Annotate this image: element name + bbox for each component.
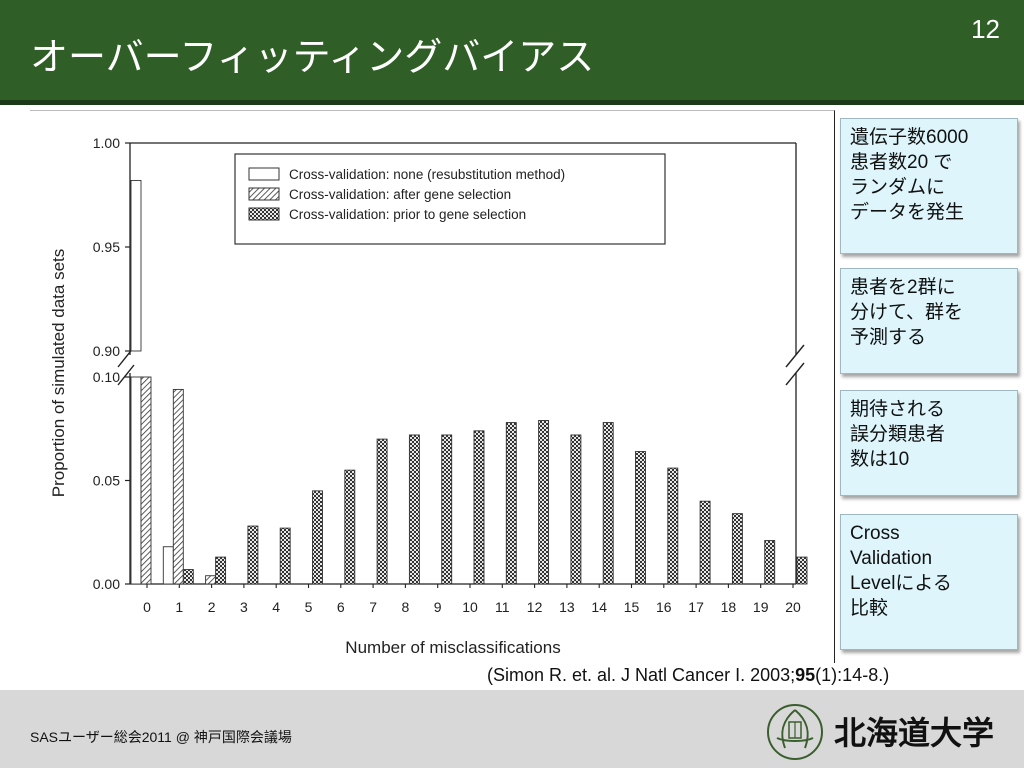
- x-tick-label: 18: [721, 599, 737, 615]
- bar-crosshatched: [215, 556, 227, 585]
- bar-crosshatched: [796, 556, 808, 585]
- note-cv-comparison: Cross Validation Levelによる 比較: [840, 514, 1018, 650]
- x-tick-label: 15: [624, 599, 640, 615]
- axes: [117, 142, 805, 588]
- x-tick-label: 9: [434, 599, 442, 615]
- axis-break-mark: [785, 344, 805, 368]
- axis-break-mark: [785, 362, 805, 386]
- university-emblem-icon: [767, 704, 823, 760]
- footer-text: SASユーザー総会2011 @ 神戸国際会議場: [30, 729, 292, 745]
- y-tick-label: 0.90: [93, 343, 120, 359]
- legend-swatch-hatched: [248, 187, 280, 201]
- x-tick-label: 3: [240, 599, 248, 615]
- bar-open: [130, 376, 142, 585]
- bar-crosshatched: [312, 490, 323, 585]
- bar-crosshatched: [699, 500, 711, 585]
- legend-box: [234, 153, 666, 245]
- slide-header: [0, 0, 1024, 100]
- legend-swatch-crosshatched: [248, 207, 280, 221]
- bar-crosshatched: [408, 434, 420, 585]
- bar-open: [162, 546, 174, 585]
- legend-label: Cross-validation: after gene selection: [289, 187, 511, 202]
- bar-crosshatched: [635, 451, 646, 585]
- x-tick-label: 4: [272, 599, 280, 615]
- bar-hatched: [172, 388, 184, 585]
- legend-label: Cross-validation: none (resubstitution m…: [289, 167, 565, 182]
- bar-crosshatched: [764, 540, 776, 585]
- x-tick-label: 19: [753, 599, 769, 615]
- bar-crosshatched: [247, 525, 259, 585]
- x-axis-title: Number of misclassifications: [345, 638, 560, 657]
- figure-panel: 0.90 0.95 1.00 0.00 0.05 0.10 0 1 2 3 4 5 6 7 8 9 10 11 12…: [30, 110, 835, 663]
- bar-hatched: [140, 376, 152, 585]
- y-axis-title: Proportion of simulated data sets: [49, 249, 68, 498]
- bar-crosshatched: [602, 422, 614, 585]
- note-prediction-task: 患者を2群に 分けて、群を 予測する: [840, 268, 1018, 374]
- bar-crosshatched: [344, 469, 356, 585]
- note-data-generation: 遺伝子数6000 患者数20 で ランダムに データを発生: [840, 118, 1018, 254]
- y-tick-label: 0.95: [93, 239, 120, 255]
- x-tick-label: 17: [688, 599, 704, 615]
- footer-bar: [0, 690, 1024, 768]
- bar-crosshatched: [667, 467, 679, 585]
- x-tick-label: 12: [527, 599, 543, 615]
- x-tick-label: 8: [402, 599, 410, 615]
- bar-crosshatched: [182, 569, 194, 585]
- citation-prefix: (Simon R. et. al. J Natl Cancer I. 2003;: [487, 665, 796, 685]
- tick-labels: 0.900.951.000.000.050.100 1 2 3 4 5 6 7 8 9 10 11 12…: [49, 135, 801, 657]
- slide-title: オーバーフィッティングバイアス: [30, 35, 595, 79]
- legend-label: Cross-validation: prior to gene selectio…: [289, 207, 526, 222]
- header-divider: [0, 100, 1024, 105]
- bar-crosshatched: [473, 430, 485, 585]
- bar-crosshatched: [376, 438, 388, 585]
- x-tick-label: 10: [462, 599, 478, 615]
- y-tick-label: 0.00: [93, 576, 120, 592]
- x-tick-label: 16: [656, 599, 672, 615]
- citation: (Simon R. et. al. J Natl Cancer I. 2003;…: [487, 665, 889, 686]
- bar-open-upper: [130, 179, 142, 352]
- y-tick-label: 1.00: [93, 135, 120, 151]
- bar-crosshatched: [731, 513, 743, 585]
- bar-crosshatched: [441, 434, 453, 585]
- y-tick-label: 0.10: [93, 369, 120, 385]
- x-tick-label: 1: [175, 599, 183, 615]
- legend: Cross-validation: none (resubstitution m…: [234, 153, 666, 245]
- bar-chart: 0.900.951.000.000.050.100 1 2 3 4 5 6 7 8 9 10 11 12…: [49, 135, 808, 657]
- legend-swatch-open: [248, 167, 280, 181]
- citation-suffix: (1):14-8.): [815, 665, 890, 685]
- university-name: 北海道大学: [834, 714, 995, 752]
- bars: [130, 179, 808, 585]
- bar-hatched: [205, 575, 217, 585]
- note-expected-errors: 期待される 誤分類患者 数は10: [840, 390, 1018, 496]
- axis-break-mark: [117, 364, 135, 386]
- bar-crosshatched: [570, 434, 582, 585]
- x-tick-label: 14: [591, 599, 607, 615]
- bar-crosshatched: [538, 420, 550, 585]
- bar-crosshatched: [505, 422, 517, 585]
- x-tick-label: 2: [208, 599, 216, 615]
- x-tick-label: 20: [785, 599, 801, 615]
- x-tick-label: 11: [495, 599, 510, 615]
- x-tick-label: 5: [305, 599, 313, 615]
- y-tick-label: 0.05: [93, 473, 120, 489]
- x-tick-label: 0: [143, 599, 151, 615]
- bar-crosshatched: [279, 527, 291, 585]
- x-tick-label: 6: [337, 599, 345, 615]
- slide-number: 12: [971, 14, 1000, 44]
- citation-volume: 95: [795, 665, 816, 685]
- x-tick-label: 7: [369, 599, 377, 615]
- x-tick-label: 13: [559, 599, 575, 615]
